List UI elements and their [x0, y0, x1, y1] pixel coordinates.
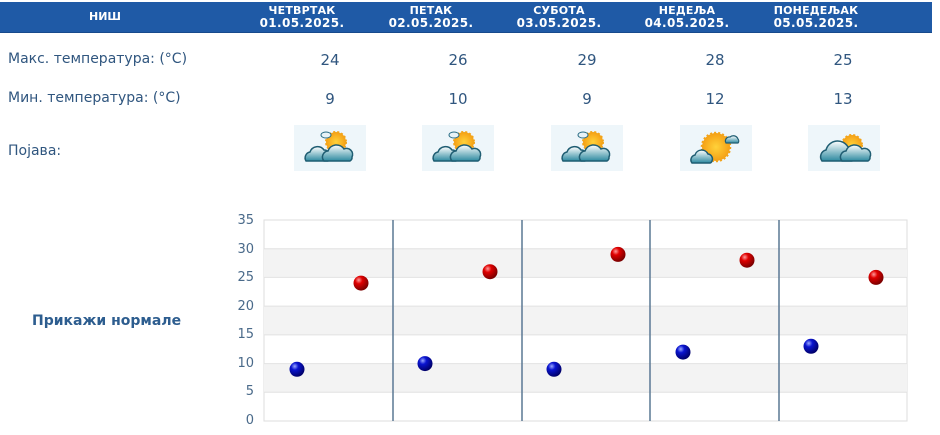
y-tick: 20: [237, 299, 254, 314]
min-temp-value: 9: [582, 90, 592, 108]
min-temp-value: 9: [325, 90, 335, 108]
cloudy-sun-behind-icon: [808, 125, 880, 171]
day-separators: [392, 220, 780, 421]
day-header-4: НЕДЕЉА 04.05.2025.: [643, 2, 731, 32]
min-temp-value: 12: [705, 90, 725, 108]
day-name: СУБОТА: [533, 4, 585, 17]
day-date: 03.05.2025.: [516, 16, 602, 30]
day-header-5: ПОНЕДЕЉАК 05.05.2025.: [766, 2, 866, 32]
day-header-2: ПЕТАК 02.05.2025.: [387, 2, 475, 32]
day-name: ЧЕТВРТАК: [268, 4, 336, 17]
partly-cloudy-icon: [294, 125, 366, 171]
show-normals-link[interactable]: Прикажи нормале: [32, 313, 182, 329]
y-tick: 35: [237, 213, 254, 228]
mostly-sunny-icon: [680, 125, 752, 171]
plot-area: [263, 219, 908, 422]
phenomenon-label: Појава:: [8, 143, 62, 159]
day-date: 05.05.2025.: [773, 16, 859, 30]
max-series: [353, 246, 884, 291]
city-name: НИШ: [88, 10, 121, 23]
max-temp-value: 24: [320, 51, 340, 69]
day-date: 04.05.2025.: [644, 16, 730, 30]
day-name: ПЕТАК: [409, 4, 453, 17]
y-tick: 15: [237, 327, 254, 342]
y-tick: 0: [245, 413, 254, 428]
min-temp-value: 13: [833, 90, 853, 108]
y-tick: 25: [237, 270, 254, 285]
max-temp-value: 29: [577, 51, 597, 69]
partly-cloudy-icon: [422, 125, 494, 171]
min-temp-label: Мин. температура: (°C): [8, 90, 181, 106]
day-header-3: СУБОТА 03.05.2025.: [515, 2, 603, 32]
max-temp-value: 26: [448, 51, 468, 69]
max-temp-value: 28: [705, 51, 725, 69]
partly-cloudy-icon: [551, 125, 623, 171]
y-tick: 5: [245, 384, 254, 399]
min-temp-value: 10: [448, 90, 468, 108]
day-name: НЕДЕЉА: [658, 4, 716, 17]
max-temp-value: 25: [833, 51, 853, 69]
min-series: [289, 338, 819, 377]
y-tick: 10: [237, 356, 254, 371]
forecast-header: НИШ ЧЕТВРТАК 01.05.2025. ПЕТАК 02.05.202…: [0, 2, 932, 33]
day-date: 01.05.2025.: [259, 16, 345, 30]
day-date: 02.05.2025.: [388, 16, 474, 30]
day-name: ПОНЕДЕЉАК: [773, 4, 859, 17]
max-temp-label: Макс. температура: (°C): [8, 51, 188, 67]
day-header-1: ЧЕТВРТАК 01.05.2025.: [258, 2, 346, 32]
y-tick: 30: [237, 242, 254, 257]
